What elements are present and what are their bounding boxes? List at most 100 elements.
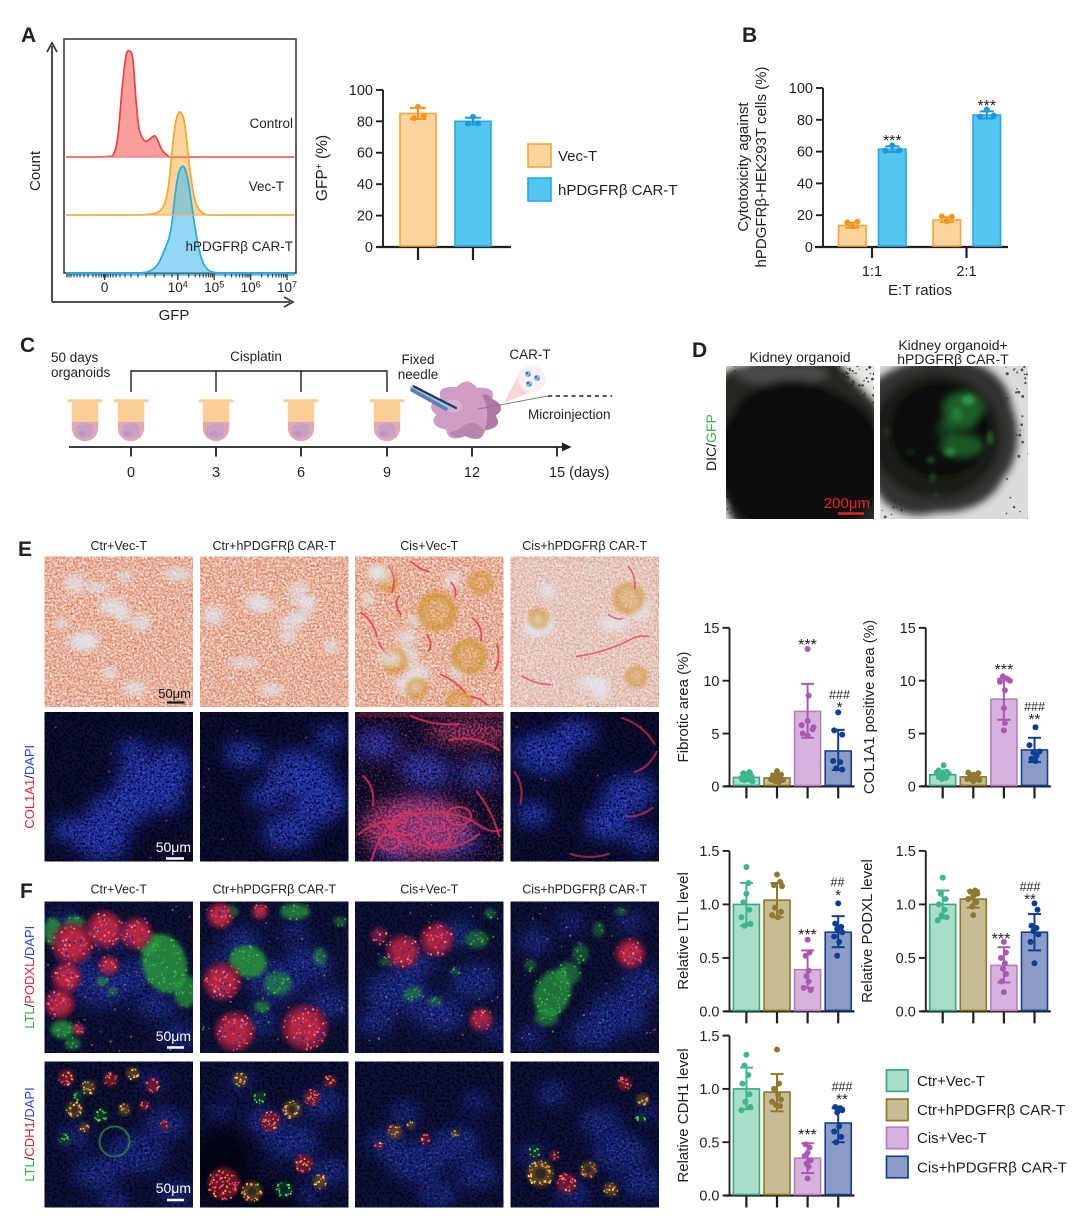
svg-text:Vec-T: Vec-T xyxy=(558,148,597,165)
svg-text:***: *** xyxy=(977,98,996,115)
svg-text:1.0: 1.0 xyxy=(699,1082,719,1098)
svg-text:1.5: 1.5 xyxy=(699,844,719,860)
svg-text:E:T ratios: E:T ratios xyxy=(888,282,952,299)
svg-text:Cis+Vec-T: Cis+Vec-T xyxy=(400,883,458,897)
svg-text:0.5: 0.5 xyxy=(699,951,719,967)
svg-text:15: 15 xyxy=(900,621,916,637)
svg-text:Relative LTL level: Relative LTL level xyxy=(675,872,692,990)
svg-text:Ctr+hPDGFRβ CAR-T: Ctr+hPDGFRβ CAR-T xyxy=(212,883,336,897)
svg-text:104: 104 xyxy=(168,280,188,296)
svg-text:***: *** xyxy=(992,931,1011,948)
svg-text:Control: Control xyxy=(249,116,293,131)
svg-text:2:1: 2:1 xyxy=(956,264,976,280)
svg-text:50μm: 50μm xyxy=(156,1028,191,1044)
svg-text:60: 60 xyxy=(797,145,813,161)
svg-text:***: *** xyxy=(798,637,817,654)
svg-text:**: ** xyxy=(1024,891,1036,908)
svg-text:hPDGFRβ CAR-T: hPDGFRβ CAR-T xyxy=(897,351,1009,367)
svg-text:12: 12 xyxy=(464,465,480,481)
svg-text:***: *** xyxy=(798,927,817,944)
svg-text:0: 0 xyxy=(101,280,109,295)
svg-text:Relative CDH1 level: Relative CDH1 level xyxy=(675,1048,692,1182)
svg-text:80: 80 xyxy=(357,114,373,130)
svg-text:D: D xyxy=(692,339,707,362)
svg-text:###: ### xyxy=(829,688,850,702)
svg-text:**: ** xyxy=(1029,711,1041,728)
svg-text:GFP+ (%): GFP+ (%) xyxy=(314,135,331,201)
svg-text:Ctr+hPDGFRβ CAR-T: Ctr+hPDGFRβ CAR-T xyxy=(212,539,336,553)
svg-text:6: 6 xyxy=(297,465,305,481)
svg-text:100: 100 xyxy=(789,81,813,97)
svg-text:Ctr+Vec-T: Ctr+Vec-T xyxy=(90,883,147,897)
svg-text:40: 40 xyxy=(797,176,813,192)
svg-text:3: 3 xyxy=(212,465,220,481)
svg-text:0.0: 0.0 xyxy=(699,1005,719,1021)
svg-text:needle: needle xyxy=(398,367,439,382)
svg-text:50μm: 50μm xyxy=(156,839,191,855)
svg-text:50μm: 50μm xyxy=(158,686,191,701)
svg-text:B: B xyxy=(742,24,757,47)
svg-text:1.0: 1.0 xyxy=(896,898,916,914)
svg-text:0.0: 0.0 xyxy=(699,1189,719,1205)
svg-text:15: 15 xyxy=(703,621,719,637)
svg-text:A: A xyxy=(21,24,36,47)
svg-text:0: 0 xyxy=(711,780,719,796)
svg-text:hPDGFRβ CAR-T: hPDGFRβ CAR-T xyxy=(185,239,293,254)
svg-text:20: 20 xyxy=(797,208,813,224)
svg-text:15 (days): 15 (days) xyxy=(549,465,609,481)
svg-text:0: 0 xyxy=(805,240,813,256)
svg-text:Fibrotic area (%): Fibrotic area (%) xyxy=(675,652,692,763)
svg-text:hPDGFRβ-HEK293T cells (%): hPDGFRβ-HEK293T cells (%) xyxy=(753,67,770,268)
svg-text:Ctr+Vec-T: Ctr+Vec-T xyxy=(917,1073,985,1090)
svg-text:50μm: 50μm xyxy=(156,1180,191,1196)
svg-text:C: C xyxy=(20,334,35,357)
svg-text:LTL/CDH1/DAPI: LTL/CDH1/DAPI xyxy=(22,1087,37,1181)
svg-text:###: ### xyxy=(1024,700,1045,714)
svg-text:100: 100 xyxy=(349,83,373,99)
svg-text:Cisplatin: Cisplatin xyxy=(230,349,282,364)
svg-text:0.5: 0.5 xyxy=(699,1135,719,1151)
svg-text:Cis+hPDGFRβ CAR-T: Cis+hPDGFRβ CAR-T xyxy=(917,1159,1067,1176)
svg-text:hPDGFRβ CAR-T: hPDGFRβ CAR-T xyxy=(558,182,677,199)
svg-text:1.5: 1.5 xyxy=(699,1029,719,1045)
svg-text:Cis+hPDGFRβ CAR-T: Cis+hPDGFRβ CAR-T xyxy=(522,539,647,553)
svg-text:200μm: 200μm xyxy=(824,495,870,512)
svg-text:80: 80 xyxy=(797,113,813,129)
svg-text:Count: Count xyxy=(27,150,44,191)
svg-text:***: *** xyxy=(798,1127,817,1144)
svg-text:***: *** xyxy=(995,662,1014,679)
svg-text:5: 5 xyxy=(711,727,719,743)
svg-text:DIC/GFP: DIC/GFP xyxy=(703,414,719,471)
svg-text:E: E xyxy=(18,538,32,561)
svg-text:105: 105 xyxy=(204,280,224,296)
svg-text:0.5: 0.5 xyxy=(896,951,916,967)
svg-text:107: 107 xyxy=(277,280,297,296)
svg-text:0: 0 xyxy=(908,780,916,796)
svg-text:1.0: 1.0 xyxy=(699,898,719,914)
svg-text:10: 10 xyxy=(703,674,719,690)
svg-text:5: 5 xyxy=(908,727,916,743)
svg-text:Cis+Vec-T: Cis+Vec-T xyxy=(400,539,458,553)
svg-text:60: 60 xyxy=(357,146,373,162)
svg-text:COL1A1 positive area (%): COL1A1 positive area (%) xyxy=(861,620,878,794)
svg-text:Cytotoxicity against: Cytotoxicity against xyxy=(735,102,752,232)
svg-text:Microinjection: Microinjection xyxy=(528,407,611,422)
svg-text:##: ## xyxy=(831,876,845,890)
svg-text:0: 0 xyxy=(365,240,373,256)
svg-text:50 days: 50 days xyxy=(51,350,99,365)
svg-text:9: 9 xyxy=(383,465,391,481)
svg-text:Ctr+hPDGFRβ CAR-T: Ctr+hPDGFRβ CAR-T xyxy=(917,1102,1065,1119)
svg-text:###: ### xyxy=(1020,880,1041,894)
svg-text:10: 10 xyxy=(900,674,916,690)
svg-text:**: ** xyxy=(836,1091,848,1108)
svg-text:###: ### xyxy=(832,1080,853,1094)
svg-text:Kidney organoid: Kidney organoid xyxy=(749,349,850,365)
svg-text:GFP: GFP xyxy=(159,307,190,324)
svg-text:1.5: 1.5 xyxy=(896,844,916,860)
svg-text:COL1A1/DAPI: COL1A1/DAPI xyxy=(22,745,37,829)
svg-text:F: F xyxy=(20,880,33,903)
svg-text:organoids: organoids xyxy=(51,365,111,380)
svg-text:40: 40 xyxy=(357,177,373,193)
svg-text:Relative PODXL level: Relative PODXL level xyxy=(859,859,876,1003)
svg-text:Kidney organoid+: Kidney organoid+ xyxy=(898,337,1007,353)
